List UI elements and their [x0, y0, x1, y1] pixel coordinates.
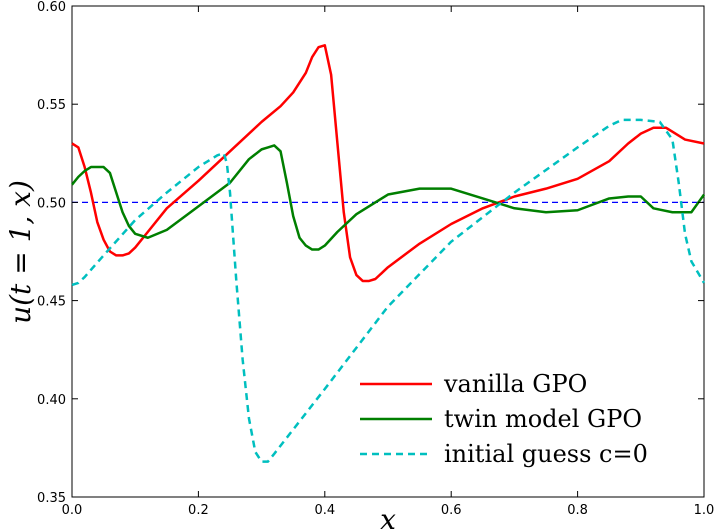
y-tick-label: 0.50 [37, 196, 66, 211]
legend-label-1: vanilla GPO [443, 370, 587, 398]
x-tick-label: 0.8 [567, 503, 588, 518]
y-axis-title: u(t = 1, x) [4, 180, 37, 324]
x-tick-label: 0.0 [62, 503, 83, 518]
legend: vanilla GPO twin model GPO initial guess c… [360, 370, 648, 468]
y-tick-label: 0.40 [37, 393, 66, 408]
series-line-2 [71, 144, 706, 251]
series-line-3 [71, 118, 706, 463]
plot-area-frame [71, 5, 705, 498]
x-tick-label: 0.4 [314, 503, 335, 518]
ticks-layer [71, 5, 705, 498]
series-layer [71, 44, 706, 463]
y-tick-label: 0.60 [37, 0, 66, 15]
series-line-1 [71, 44, 705, 283]
x-axis-title: x [380, 503, 396, 531]
tick-labels-layer: 0.0 0.2 0.4 0.6 0.8 1.0 0.35 0.40 0.45 0.50 0.55 0.… [37, 0, 714, 518]
legend-label-3: initial guess c=0 [444, 440, 648, 468]
x-tick-label: 0.2 [188, 503, 209, 518]
y-tick-label: 0.45 [37, 295, 66, 310]
x-tick-label: 1.0 [694, 503, 715, 518]
y-tick-label: 0.35 [37, 491, 66, 506]
y-tick-label: 0.55 [37, 98, 66, 113]
legend-label-2: twin model GPO [444, 405, 642, 433]
x-tick-label: 0.6 [441, 503, 462, 518]
